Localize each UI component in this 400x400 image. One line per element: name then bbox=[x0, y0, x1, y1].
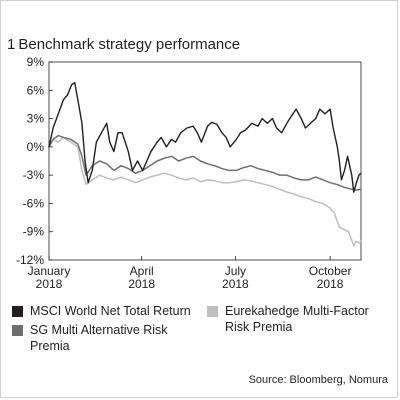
y-tick-label: 3% bbox=[27, 112, 45, 126]
y-tick-label: 0% bbox=[27, 140, 45, 154]
x-tick-label-year: 2018 bbox=[128, 277, 155, 291]
x-tick-label: July 2018 bbox=[222, 264, 249, 291]
x-tick-label-month: October bbox=[309, 264, 352, 278]
x-tick-label-month: April bbox=[130, 264, 154, 278]
series-line-sg bbox=[48, 134, 362, 191]
y-tick-label: -9% bbox=[23, 225, 45, 239]
x-tick-label-month: July bbox=[225, 264, 246, 278]
x-tick-label: January 2018 bbox=[28, 264, 71, 291]
series-lines bbox=[48, 82, 362, 247]
y-tick-label: -3% bbox=[23, 168, 45, 182]
x-tick-label-year: 2018 bbox=[36, 277, 63, 291]
legend-label-eurekahedge: Eurekahedge Multi-Factor Risk Premia bbox=[225, 304, 369, 334]
y-tick-label: -6% bbox=[23, 196, 45, 210]
source-note: Source: Bloomberg, Nomura bbox=[248, 374, 388, 386]
series-line-eurekahedge bbox=[48, 136, 362, 247]
x-tick-label-year: 2018 bbox=[317, 277, 344, 291]
plot-area-border bbox=[48, 61, 362, 261]
legend-label-msci: MSCI World Net Total Return bbox=[30, 304, 191, 318]
y-tick-label: 6% bbox=[27, 83, 45, 97]
legend-swatch-sg bbox=[12, 325, 23, 336]
legend-label-sg: SG Multi Alternative Risk Premia bbox=[30, 323, 168, 353]
x-tick-label-month: January bbox=[28, 264, 71, 278]
series-line-msci bbox=[48, 82, 362, 193]
y-axis: 9% 6% 3% 0% -3% -6% -9% -12% bbox=[16, 55, 53, 267]
figure-title: Benchmark strategy performance bbox=[18, 36, 241, 53]
x-tick-label: October 2018 bbox=[309, 264, 352, 291]
legend-swatch-eurekahedge bbox=[207, 306, 218, 317]
x-tick-label-year: 2018 bbox=[222, 277, 249, 291]
y-tick-label: -12% bbox=[16, 253, 44, 267]
legend-swatch-msci bbox=[12, 306, 23, 317]
x-tick-label: April 2018 bbox=[128, 264, 155, 291]
chart-title: 1 Benchmark strategy performance bbox=[7, 36, 240, 53]
y-tick-label: 9% bbox=[27, 55, 45, 69]
figure-number: 1 bbox=[7, 36, 16, 53]
